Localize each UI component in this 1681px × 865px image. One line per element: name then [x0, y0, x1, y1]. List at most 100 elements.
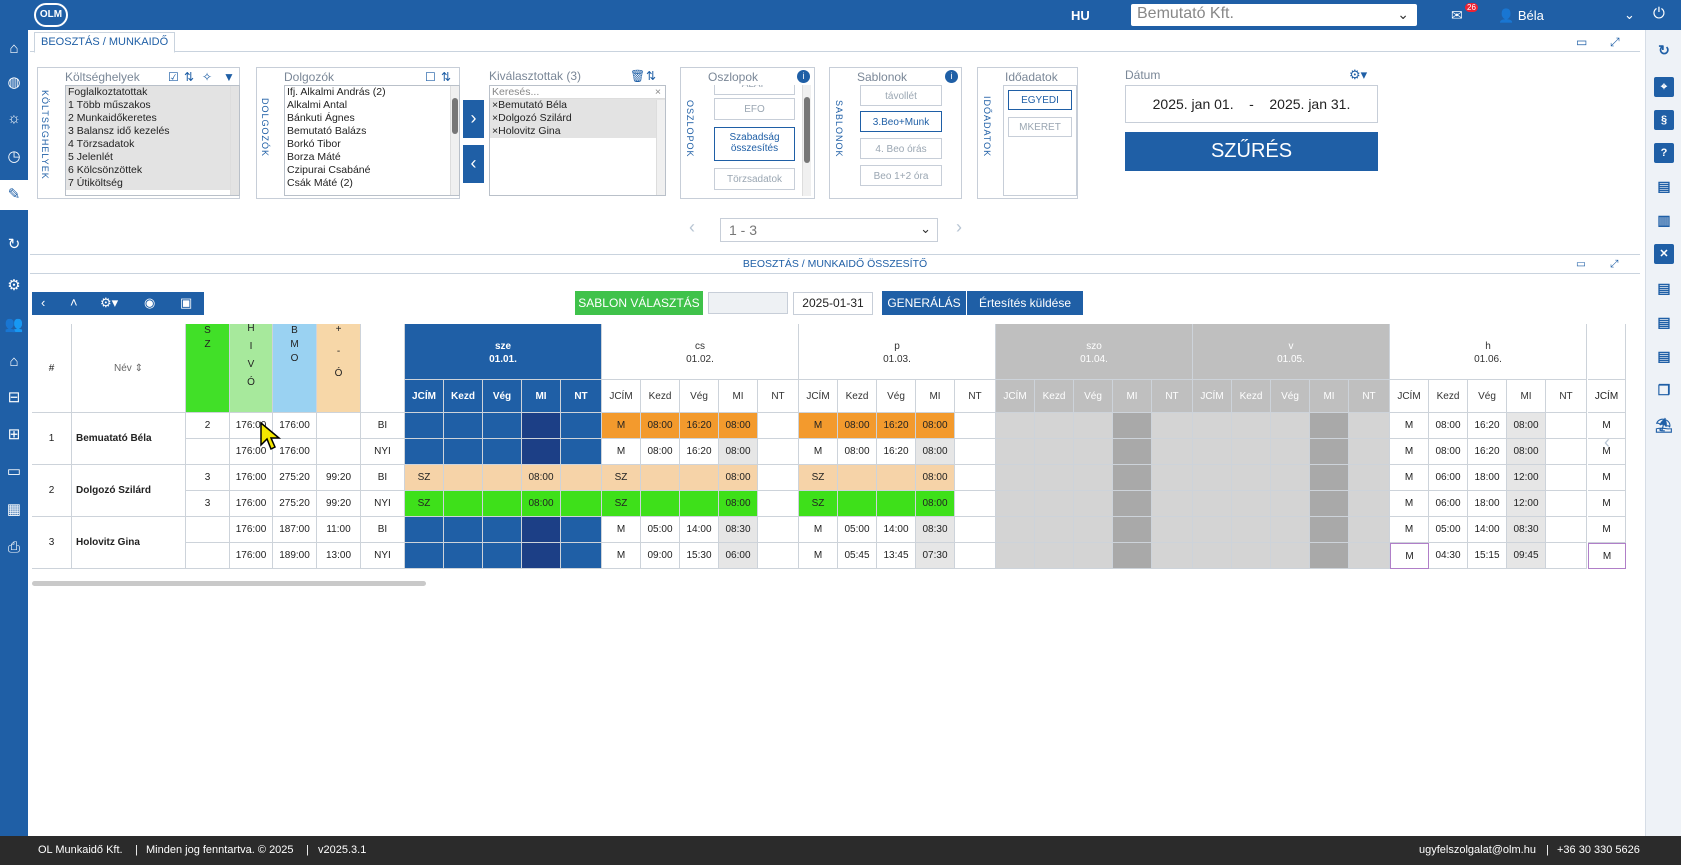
list-item[interactable]: Foglalkoztatottak: [66, 86, 239, 99]
shift-cell[interactable]: 08:00: [1507, 439, 1546, 465]
trash-icon[interactable]: 🗑: [630, 69, 646, 83]
shift-cell[interactable]: 16:20: [877, 413, 916, 439]
shift-cell[interactable]: [483, 491, 522, 517]
shift-cell[interactable]: 08:00: [641, 439, 680, 465]
list-item[interactable]: Borkó Tibor: [287, 138, 341, 150]
next-page-icon[interactable]: ›: [956, 217, 962, 237]
search-input[interactable]: Keresés... ×: [490, 86, 665, 99]
scrollbar[interactable]: [656, 100, 665, 195]
employee-name[interactable]: Holovitz Gina: [72, 517, 186, 569]
shift-cell[interactable]: [1232, 465, 1271, 491]
shift-cell[interactable]: [1310, 491, 1349, 517]
shift-cell[interactable]: M: [1390, 413, 1429, 439]
shift-cell[interactable]: [1349, 413, 1390, 439]
scrollbar[interactable]: [230, 86, 239, 195]
list-item[interactable]: 5 Jelenlét: [66, 151, 239, 164]
generate-button[interactable]: GENERÁLÁS: [882, 291, 966, 315]
scroll-left-icon[interactable]: ‹: [1604, 432, 1610, 452]
shift-cell[interactable]: [561, 413, 602, 439]
shift-cell[interactable]: [1232, 517, 1271, 543]
option-efo[interactable]: EFO: [714, 98, 795, 120]
option-mkeret[interactable]: MKERET: [1008, 117, 1072, 137]
clipboard-list2-icon[interactable]: ▤: [1657, 348, 1671, 364]
page-select[interactable]: 1 - 3 ⌄: [720, 218, 938, 242]
shift-cell[interactable]: [955, 543, 996, 569]
clipboard-check-icon[interactable]: ▤: [1657, 178, 1671, 194]
shift-cell[interactable]: M: [1588, 543, 1626, 569]
tools-icon[interactable]: ✎: [0, 180, 28, 210]
shift-cell[interactable]: M: [1588, 517, 1626, 543]
clipboard-icon[interactable]: ▤: [1657, 280, 1671, 296]
checkbox-icon[interactable]: ☐: [425, 70, 436, 84]
shift-cell[interactable]: [522, 439, 561, 465]
language-selector[interactable]: HU: [1071, 8, 1090, 23]
shift-cell[interactable]: M: [602, 439, 641, 465]
shift-cell[interactable]: [1035, 543, 1074, 569]
shift-cell[interactable]: [561, 491, 602, 517]
shift-cell[interactable]: [1113, 439, 1152, 465]
list-item[interactable]: ×Dolgozó Szilárd: [490, 112, 665, 125]
users-icon[interactable]: 👥: [4, 316, 24, 333]
shift-cell[interactable]: [1035, 517, 1074, 543]
shift-cell[interactable]: 06:00: [719, 543, 758, 569]
beach-icon[interactable]: ⛱: [1655, 417, 1673, 433]
shift-cell[interactable]: [1310, 517, 1349, 543]
koltseghelyek-list[interactable]: Foglalkoztatottak 1 Több műszakos 2 Munk…: [65, 85, 240, 196]
shift-cell[interactable]: [1310, 543, 1349, 569]
shift-cell[interactable]: [1271, 517, 1310, 543]
list-item[interactable]: ×Holovitz Gina: [490, 125, 665, 138]
shift-cell[interactable]: [1152, 413, 1193, 439]
shift-cell[interactable]: [1232, 543, 1271, 569]
building-icon[interactable]: ▥: [1657, 212, 1671, 228]
shift-cell[interactable]: [1271, 465, 1310, 491]
shift-cell[interactable]: [483, 465, 522, 491]
sync-icon[interactable]: ↻: [1658, 42, 1670, 58]
shift-cell[interactable]: 08:00: [719, 491, 758, 517]
shift-cell[interactable]: [955, 413, 996, 439]
shift-cell[interactable]: [1035, 491, 1074, 517]
shift-cell[interactable]: [1152, 543, 1193, 569]
shift-cell[interactable]: 18:00: [1468, 465, 1507, 491]
remove-selected-button[interactable]: ‹: [463, 145, 484, 183]
shift-cell[interactable]: [483, 543, 522, 569]
shift-cell[interactable]: 14:00: [680, 517, 719, 543]
shift-cell[interactable]: 08:00: [719, 439, 758, 465]
shift-cell[interactable]: [996, 517, 1035, 543]
tools-cross-icon[interactable]: ✕: [1654, 244, 1674, 264]
inbox-icon[interactable]: ⊟: [7, 389, 21, 406]
shift-cell[interactable]: 08:00: [916, 491, 955, 517]
shift-cell[interactable]: [1349, 465, 1390, 491]
gear-dropdown-icon[interactable]: ⚙▾: [100, 295, 119, 310]
list-item[interactable]: Alkalmi Antal: [287, 99, 348, 111]
shift-cell[interactable]: [1349, 543, 1390, 569]
mail-icon[interactable]: ✉ 26: [1451, 3, 1478, 23]
home-icon[interactable]: ⌂: [9, 40, 19, 57]
tab-beosztas[interactable]: BEOSZTÁS / MUNKAIDŐ: [34, 32, 176, 53]
shift-cell[interactable]: [1113, 517, 1152, 543]
col-name-header[interactable]: Név ⇕: [72, 324, 186, 413]
shift-cell[interactable]: SZ: [405, 465, 444, 491]
shift-cell[interactable]: 05:00: [838, 517, 877, 543]
shift-cell[interactable]: 18:00: [1468, 491, 1507, 517]
option-egyedi[interactable]: EGYEDI: [1008, 90, 1072, 110]
list-item[interactable]: 4 Törzsadatok: [66, 138, 239, 151]
checkbox-checked-icon[interactable]: ☑: [168, 70, 179, 84]
scrollbar[interactable]: [450, 86, 459, 195]
shift-cell[interactable]: M: [799, 543, 838, 569]
info-icon[interactable]: i: [797, 70, 810, 83]
shift-cell[interactable]: M: [602, 413, 641, 439]
shift-cell[interactable]: 05:00: [1429, 517, 1468, 543]
user-menu[interactable]: 👤 Béla: [1498, 8, 1544, 23]
shift-cell[interactable]: [758, 439, 799, 465]
shift-cell[interactable]: [1152, 465, 1193, 491]
shift-cell[interactable]: [1349, 491, 1390, 517]
shift-cell[interactable]: M: [602, 517, 641, 543]
shift-cell[interactable]: 08:00: [1507, 413, 1546, 439]
shift-cell[interactable]: SZ: [799, 465, 838, 491]
shift-cell[interactable]: [680, 465, 719, 491]
power-icon[interactable]: ⏻: [1653, 5, 1665, 22]
shift-cell[interactable]: M: [602, 543, 641, 569]
settings-icon[interactable]: ⚙▾: [1349, 67, 1368, 82]
clipboard-list-icon[interactable]: ▤: [1657, 314, 1671, 330]
olm-logo[interactable]: OLM: [34, 3, 68, 27]
